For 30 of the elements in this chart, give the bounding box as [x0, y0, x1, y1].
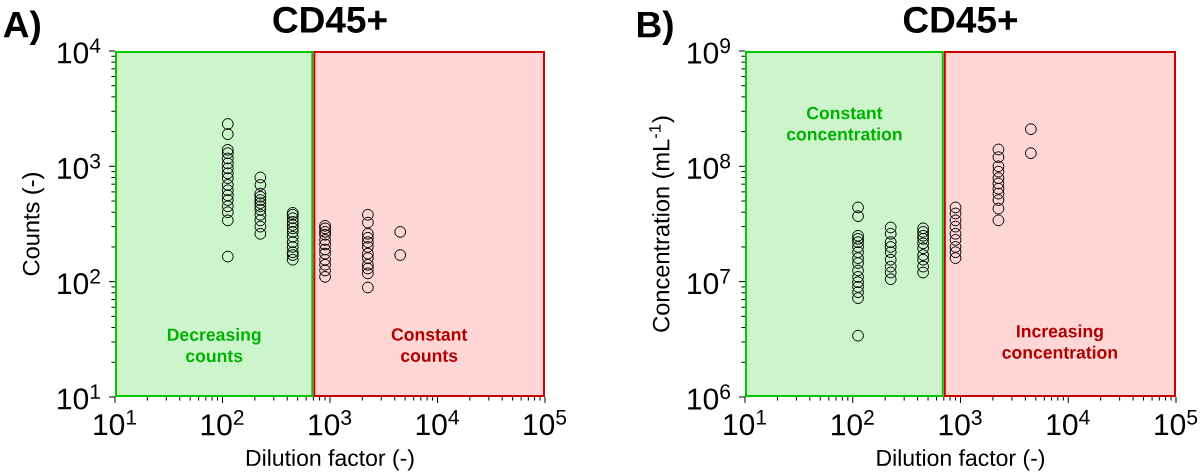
- chart-title: CD45+: [903, 6, 1018, 33]
- y-tick-label: 10$^{7}$: [688, 269, 730, 295]
- x-axis-title: Dilution factor (-): [246, 449, 414, 471]
- x-tick-label: 10$^{4}$: [1047, 410, 1090, 436]
- y-axis-title: Concentration (mL$^{-1}$): [649, 116, 675, 332]
- y-tick-label: 10$^{4}$: [58, 38, 101, 64]
- x-tick-label: 10$^{3}$: [309, 410, 352, 436]
- y-tick-label: 10$^{1}$: [58, 384, 100, 410]
- y-tick-label: 10$^{9}$: [688, 38, 730, 64]
- band-label: Constant concentration: [786, 106, 902, 141]
- x-tick-label: 10$^{4}$: [416, 410, 459, 436]
- band-label: Decreasing counts: [167, 328, 261, 363]
- x-axis-title: Dilution factor (-): [877, 449, 1045, 471]
- x-tick-label: 10$^{5}$: [524, 410, 567, 436]
- text: A): [3, 10, 40, 46]
- x-tick-label: 10$^{1}$: [94, 410, 136, 436]
- y-tick-label: 10$^{6}$: [688, 384, 731, 410]
- y-tick-label: 10$^{8}$: [688, 153, 731, 180]
- text: B): [637, 10, 673, 46]
- chart-title: CD45+: [273, 6, 387, 33]
- x-tick-label: 10$^{3}$: [939, 410, 982, 436]
- x-tick-label: 10$^{1}$: [724, 410, 766, 436]
- x-tick-label: 10$^{5}$: [1155, 410, 1198, 436]
- x-tick-label: 10$^{2}$: [832, 410, 874, 436]
- y-tick-label: 10$^{3}$: [58, 153, 101, 180]
- band-label: Constant counts: [391, 328, 468, 362]
- y-axis-title: Counts (-): [22, 173, 45, 276]
- band-label: Increasing concentration: [1002, 324, 1117, 359]
- y-tick-label: 10$^{2}$: [58, 268, 100, 295]
- x-tick-label: 10$^{2}$: [201, 410, 244, 436]
